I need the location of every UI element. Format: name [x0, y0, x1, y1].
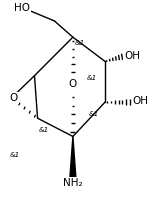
Text: HO: HO	[14, 3, 30, 13]
Text: &1: &1	[88, 111, 99, 117]
Text: &1: &1	[39, 127, 49, 133]
Text: OH: OH	[124, 51, 140, 61]
Text: &1: &1	[87, 75, 97, 81]
Text: &1: &1	[10, 152, 20, 158]
Text: OH: OH	[133, 96, 148, 106]
Text: NH₂: NH₂	[63, 178, 83, 188]
Text: &1: &1	[74, 40, 85, 46]
Text: O: O	[10, 93, 18, 103]
Text: O: O	[68, 79, 76, 89]
Polygon shape	[70, 136, 76, 179]
